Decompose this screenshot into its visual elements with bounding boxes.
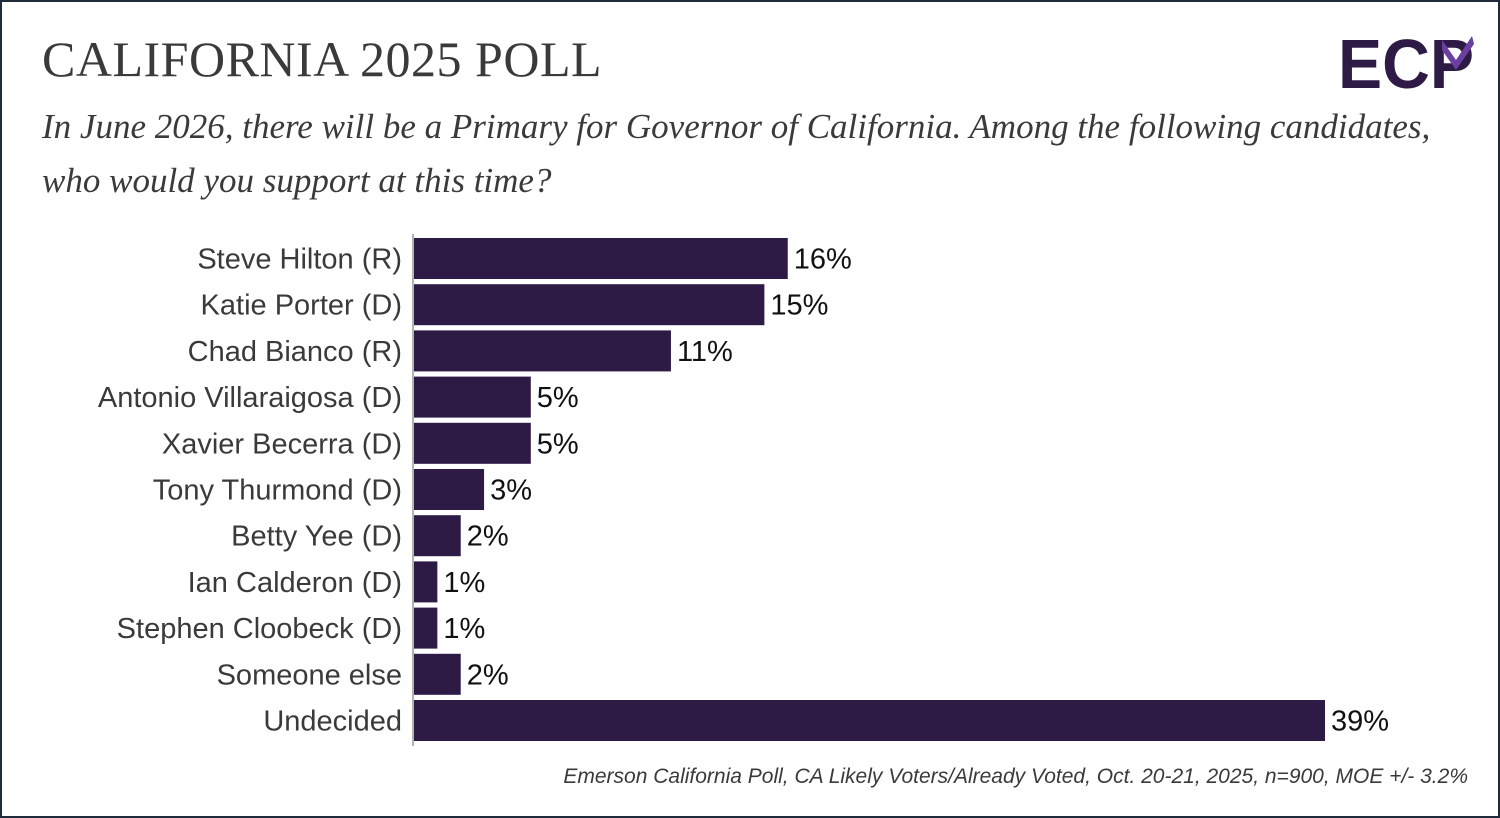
value-label-1: 15% [770, 290, 828, 322]
category-label-9: Someone else [217, 659, 402, 691]
bar-0 [414, 238, 788, 279]
value-label-10: 39% [1331, 706, 1389, 738]
bar-5 [414, 469, 485, 510]
category-label-3: Antonio Villaraigosa (D) [98, 382, 402, 414]
category-label-6: Betty Yee (D) [231, 521, 402, 553]
value-label-2: 11% [677, 336, 733, 368]
bar-8 [414, 607, 438, 649]
bar-4 [414, 422, 531, 464]
bar-9 [414, 653, 461, 695]
category-label-7: Ian Calderon (D) [188, 567, 402, 599]
logo-check-icon [1442, 36, 1474, 70]
value-label-5: 3% [490, 475, 532, 507]
bars-group: Steve Hilton (R) 16% Katie Porter (D) 15% Ch… [98, 238, 1389, 741]
value-label-7: 1% [443, 567, 485, 599]
bar-2 [414, 330, 671, 372]
category-label-8: Stephen Cloobeck (D) [117, 613, 402, 645]
category-label-0: Steve Hilton (R) [197, 244, 402, 276]
category-label-1: Katie Porter (D) [201, 290, 402, 322]
chart-question: In June 2026, there will be a Primary fo… [42, 107, 1431, 200]
bar-3 [414, 376, 531, 418]
value-label-3: 5% [537, 382, 579, 414]
value-label-6: 2% [467, 521, 509, 553]
ecp-logo: ECP [1338, 30, 1474, 92]
category-label-10: Undecided [263, 706, 402, 738]
source-note: Emerson California Poll, CA Likely Voter… [563, 765, 1468, 788]
value-label-0: 16% [794, 244, 852, 276]
category-label-2: Chad Bianco (R) [188, 336, 402, 368]
bar-1 [414, 284, 765, 326]
value-label-8: 1% [443, 613, 485, 645]
category-label-4: Xavier Becerra (D) [162, 428, 402, 460]
value-label-9: 2% [467, 659, 509, 691]
value-label-4: 5% [537, 428, 579, 460]
bar-7 [414, 561, 438, 603]
bar-6 [414, 515, 461, 557]
bar-10 [414, 700, 1325, 741]
page-title: CALIFORNIA 2025 POLL [42, 31, 603, 87]
category-label-5: Tony Thurmond (D) [153, 475, 402, 507]
